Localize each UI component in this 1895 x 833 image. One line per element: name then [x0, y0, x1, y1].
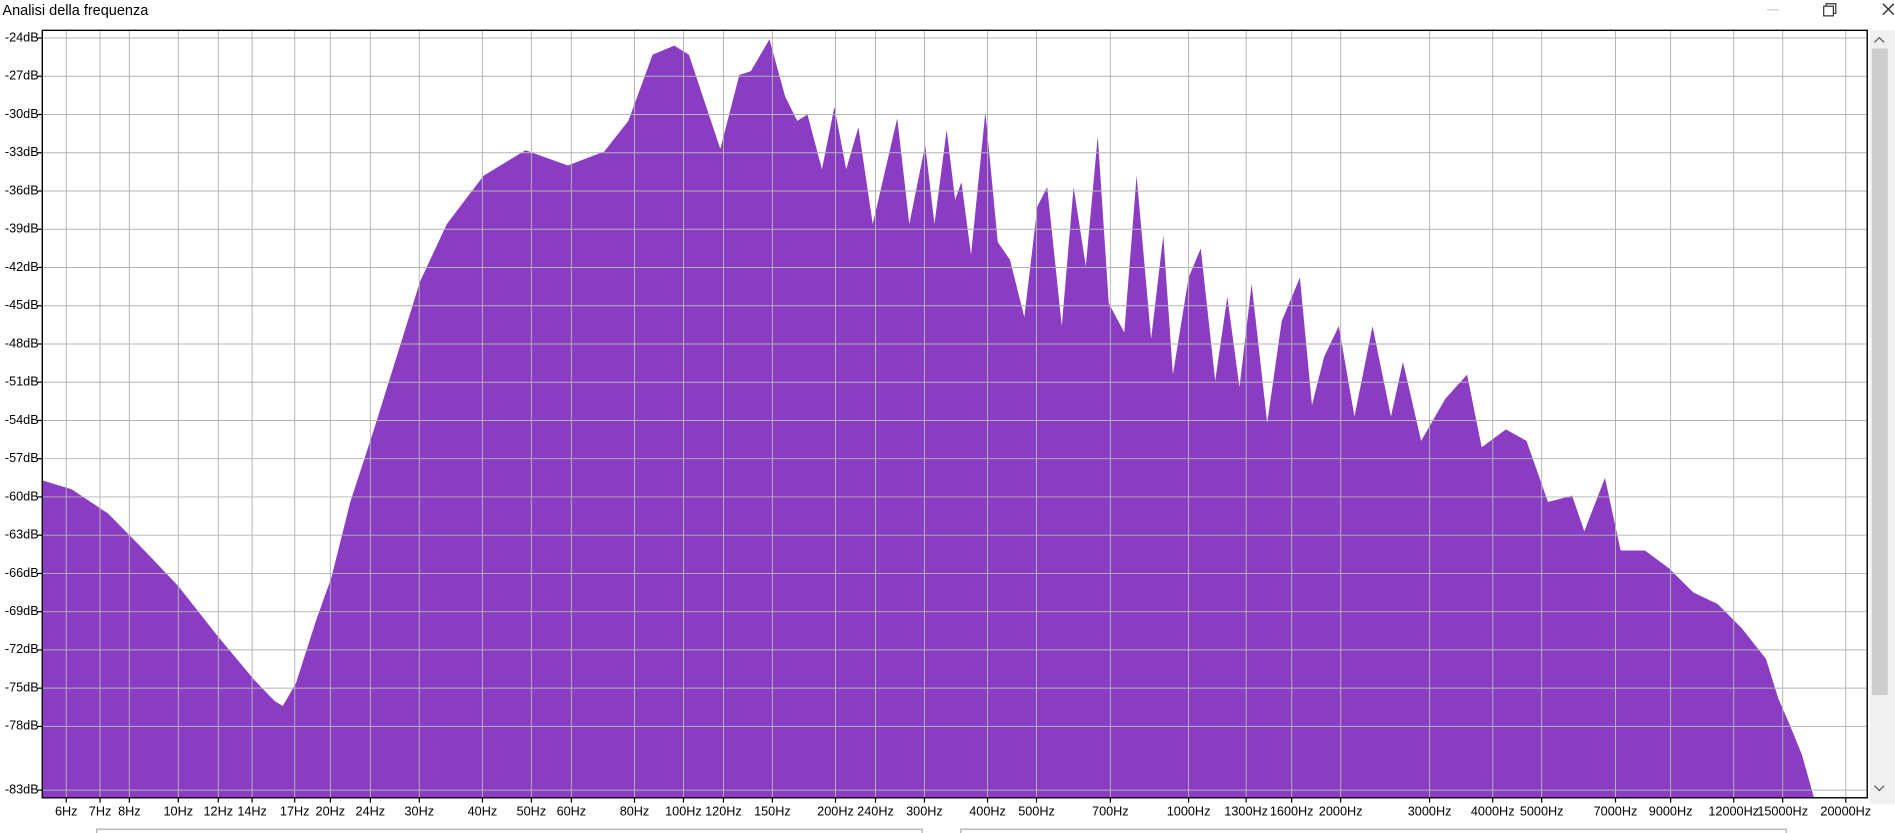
x-tick-label: 150Hz	[754, 805, 791, 819]
x-tick-label: 5000Hz	[1520, 805, 1564, 819]
x-tick-label: 200Hz	[817, 805, 854, 819]
close-button[interactable]	[1882, 3, 1895, 16]
x-tick-label: 100Hz	[665, 805, 702, 819]
x-tick-label: 700Hz	[1092, 805, 1129, 819]
x-tick-label: 1000Hz	[1167, 805, 1211, 819]
x-tick-label: 12000Hz	[1708, 805, 1759, 819]
y-tick-label: -72dB	[5, 642, 39, 656]
y-tick-label: -24dB	[5, 30, 39, 44]
y-tick-label: -83dB	[5, 782, 39, 796]
x-tick-label: 8Hz	[118, 805, 141, 819]
scroll-down[interactable]	[1874, 785, 1885, 792]
x-tick-label: 1300Hz	[1224, 805, 1268, 819]
x-tick-label: 10Hz	[163, 805, 193, 819]
y-tick-label: -66dB	[5, 566, 39, 580]
plot: 6Hz 7Hz 8Hz 10Hz 12Hz 14Hz 17Hz 20Hz 24Hz 30Hz 40H…	[5, 29, 1871, 819]
y-tick-label: -27dB	[5, 69, 39, 83]
horizontal-scrollbar[interactable]	[960, 828, 1787, 833]
window-title: Analisi della frequenza	[2, 3, 149, 19]
y-tick-label: -39dB	[5, 222, 39, 236]
x-tick-label: 40Hz	[468, 805, 498, 819]
horizontal-scrollbar[interactable]	[96, 828, 923, 833]
y-tick-label: -54dB	[5, 413, 39, 427]
y-tick-label: -75dB	[5, 681, 39, 695]
x-tick-label: 240Hz	[857, 805, 894, 819]
x-tick-label: 50Hz	[517, 805, 547, 819]
x-tick-label: 7Hz	[89, 805, 112, 819]
x-tick-label: 120Hz	[705, 805, 742, 819]
scrollbar-thumb[interactable]	[1872, 48, 1888, 696]
y-tick-label: -78dB	[5, 719, 39, 733]
plot-frame	[41, 29, 1868, 799]
y-tick-label: -45dB	[5, 298, 39, 312]
x-tick-label: 30Hz	[405, 805, 435, 819]
y-tick-label: -63dB	[5, 528, 39, 542]
x-tick-label: 300Hz	[906, 805, 943, 819]
y-tick-label: -36dB	[5, 183, 39, 197]
x-tick-label: 7000Hz	[1594, 805, 1638, 819]
x-tick-label: 4000Hz	[1471, 805, 1515, 819]
y-tick-label: -30dB	[5, 107, 39, 121]
y-tick-label: -33dB	[5, 145, 39, 159]
x-tick-label: 20Hz	[316, 805, 346, 819]
x-tick-label: 500Hz	[1018, 805, 1055, 819]
y-tick-label: -69dB	[5, 604, 39, 618]
x-tick-label: 6Hz	[55, 805, 78, 819]
x-tick-label: 12Hz	[203, 805, 233, 819]
y-tick-label: -51dB	[5, 375, 39, 389]
x-tick-label: 15000Hz	[1757, 805, 1808, 819]
y-tick-label: -42dB	[5, 260, 39, 274]
restore-button[interactable]	[1823, 3, 1837, 17]
scroll-up[interactable]	[1874, 36, 1885, 43]
x-tick-label: 60Hz	[557, 805, 587, 819]
x-tick-label: 80Hz	[620, 805, 650, 819]
x-tick-label: 9000Hz	[1649, 805, 1693, 819]
y-tick-label: -48dB	[5, 336, 39, 350]
x-tick-label: 2000Hz	[1319, 805, 1363, 819]
x-tick-label: 14Hz	[237, 805, 267, 819]
x-tick-label: 400Hz	[969, 805, 1006, 819]
x-tick-label: 17Hz	[280, 805, 310, 819]
x-tick-label: 1600Hz	[1270, 805, 1314, 819]
y-tick-label: -57dB	[5, 451, 39, 465]
x-tick-label: 24Hz	[356, 805, 386, 819]
y-tick-label: -60dB	[5, 489, 39, 503]
x-tick-label: 20000Hz	[1820, 805, 1871, 819]
x-tick-label: 3000Hz	[1408, 805, 1452, 819]
